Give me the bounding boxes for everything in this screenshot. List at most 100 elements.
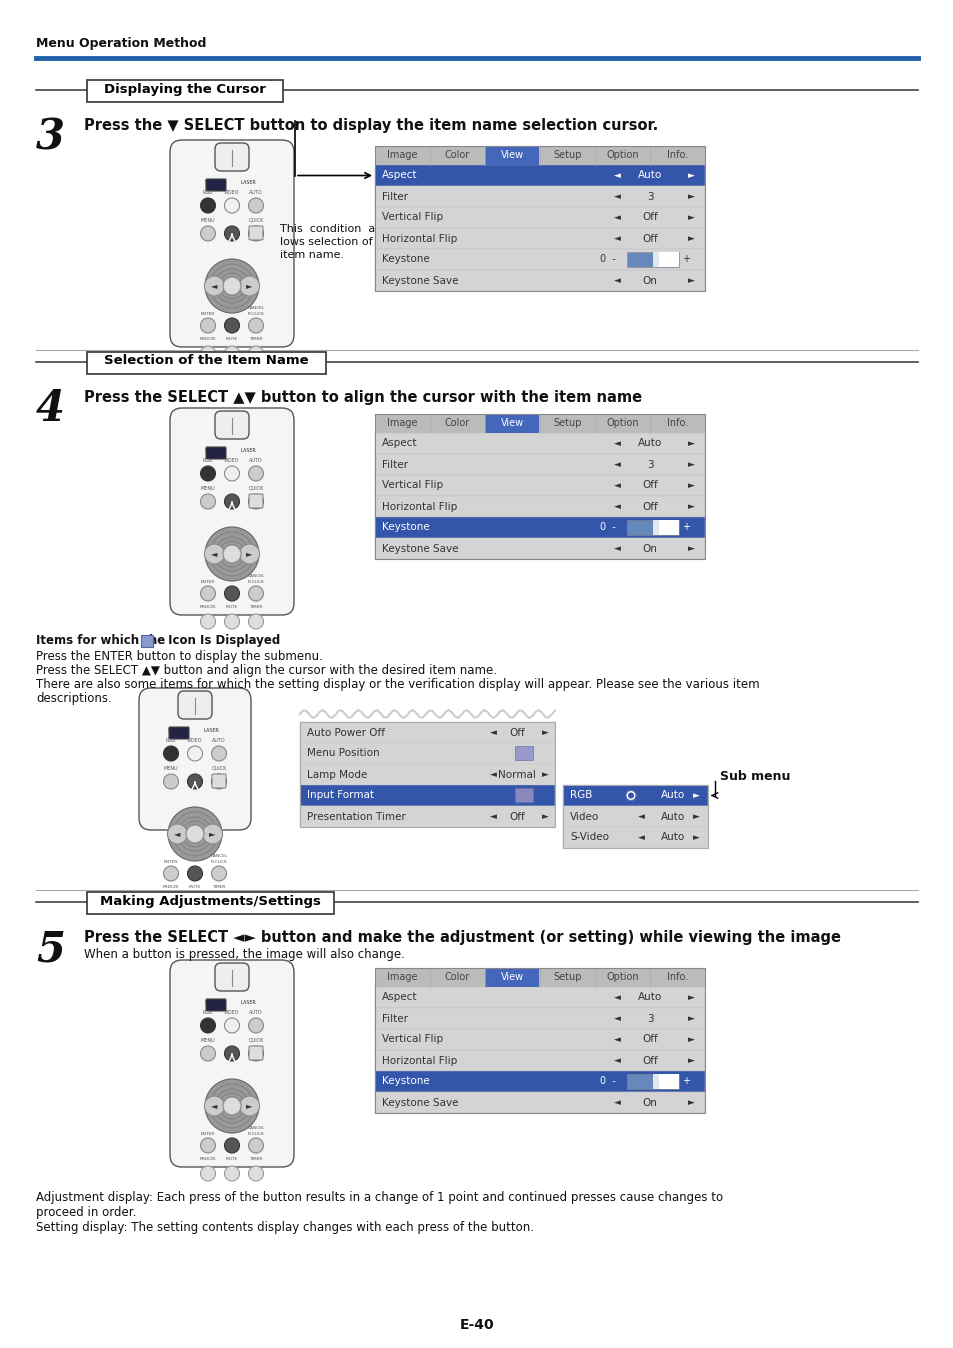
Text: MENU: MENU (164, 766, 178, 771)
Circle shape (248, 346, 263, 361)
Text: R-CLICK: R-CLICK (247, 580, 264, 584)
Text: Adjustment display: Each press of the button results in a change of 1 point and : Adjustment display: Each press of the bu… (36, 1192, 722, 1204)
Text: Press the SELECT ▲▼ button to align the cursor with the item name: Press the SELECT ▲▼ button to align the … (84, 390, 641, 404)
Bar (375, 1092, 704, 1113)
Text: Off: Off (641, 213, 658, 222)
Text: Filter: Filter (381, 1014, 408, 1023)
Text: AUTO: AUTO (249, 458, 262, 462)
Circle shape (204, 545, 224, 563)
Bar (652, 1074, 679, 1089)
Circle shape (224, 198, 239, 213)
Circle shape (188, 774, 202, 789)
Text: TIMER: TIMER (249, 1157, 262, 1161)
Circle shape (248, 466, 263, 481)
Text: 0  -: 0 - (599, 1077, 616, 1086)
Bar (375, 270, 704, 291)
Text: Setting display: The setting contents display changes with each press of the but: Setting display: The setting contents di… (36, 1221, 534, 1233)
Bar (659, 1074, 679, 1089)
Circle shape (205, 527, 258, 581)
Bar (299, 785, 555, 806)
Circle shape (163, 865, 178, 882)
Bar (375, 228, 704, 249)
Circle shape (188, 894, 202, 909)
Text: descriptions.: descriptions. (36, 692, 112, 705)
Circle shape (204, 276, 224, 297)
Text: ◄: ◄ (613, 1014, 619, 1023)
Circle shape (248, 1166, 263, 1181)
Bar (299, 764, 555, 785)
FancyBboxPatch shape (214, 962, 249, 991)
Text: STANDBY: STANDBY (205, 179, 227, 185)
Text: On: On (642, 1097, 657, 1108)
Text: This  condition  al-: This condition al- (280, 224, 382, 235)
Circle shape (239, 276, 259, 297)
Text: ►: ► (687, 501, 694, 511)
Circle shape (200, 318, 215, 333)
Text: ENTER: ENTER (200, 311, 215, 315)
Text: Aspect: Aspect (381, 170, 417, 181)
Text: ENTER: ENTER (200, 1132, 215, 1136)
Circle shape (223, 276, 241, 295)
Text: Horizontal Flip: Horizontal Flip (381, 501, 456, 511)
Bar (652, 252, 679, 267)
Bar (626, 520, 679, 535)
Text: ►: ► (692, 811, 699, 821)
Text: Keystone Save: Keystone Save (381, 1097, 458, 1108)
Bar (562, 785, 707, 806)
Text: ►: ► (687, 213, 694, 222)
Circle shape (212, 745, 226, 762)
Circle shape (200, 493, 215, 510)
Circle shape (200, 346, 215, 361)
Text: Keystone: Keystone (381, 1077, 429, 1086)
Text: ◄: ◄ (211, 1101, 217, 1111)
Bar (375, 968, 704, 1113)
Text: MUTE: MUTE (226, 1157, 238, 1161)
Text: ◄: ◄ (613, 501, 619, 511)
Text: R-CLICK: R-CLICK (247, 1132, 264, 1136)
Text: ►: ► (687, 235, 694, 243)
Text: ◄: ◄ (613, 1035, 619, 1043)
Text: ►: ► (687, 460, 694, 469)
Text: Press the ▼ SELECT button to display the item name selection cursor.: Press the ▼ SELECT button to display the… (84, 119, 658, 133)
Circle shape (224, 318, 239, 333)
FancyBboxPatch shape (169, 727, 189, 739)
Circle shape (223, 1097, 241, 1115)
Text: ►: ► (687, 1099, 694, 1107)
Circle shape (224, 1018, 239, 1033)
Text: MENU: MENU (200, 1038, 215, 1043)
Text: FREEZE: FREEZE (199, 1157, 216, 1161)
Text: ◄: ◄ (613, 171, 619, 181)
Text: ►: ► (246, 282, 253, 291)
Circle shape (200, 1018, 215, 1033)
Text: RGB: RGB (203, 1010, 213, 1015)
Text: Info.: Info. (666, 418, 687, 429)
FancyBboxPatch shape (87, 892, 335, 914)
Text: ◄: ◄ (613, 1055, 619, 1065)
Text: Vertical Flip: Vertical Flip (381, 480, 442, 491)
Text: On: On (642, 543, 657, 554)
FancyBboxPatch shape (206, 179, 226, 191)
Text: ◄: ◄ (613, 213, 619, 222)
Circle shape (200, 1138, 215, 1153)
Text: Keystone Save: Keystone Save (381, 543, 458, 554)
Text: View: View (500, 151, 523, 160)
Circle shape (224, 226, 239, 241)
Text: Keystone: Keystone (381, 255, 429, 264)
Circle shape (200, 198, 215, 213)
Text: ►: ► (541, 728, 548, 737)
Circle shape (205, 259, 258, 313)
Text: ◄: ◄ (489, 770, 496, 779)
Bar (515, 789, 533, 802)
Text: ►: ► (687, 276, 694, 284)
Circle shape (248, 318, 263, 333)
Text: ◄: ◄ (637, 833, 644, 842)
Text: Items for which the: Items for which the (36, 634, 170, 647)
Circle shape (224, 1138, 239, 1153)
Text: Keystone Save: Keystone Save (381, 275, 458, 286)
FancyBboxPatch shape (139, 687, 251, 830)
Text: ►: ► (687, 993, 694, 1002)
Bar (375, 186, 704, 208)
Text: On: On (642, 275, 657, 286)
Text: VIDEO: VIDEO (224, 1010, 239, 1015)
Text: E-40: E-40 (459, 1318, 494, 1332)
